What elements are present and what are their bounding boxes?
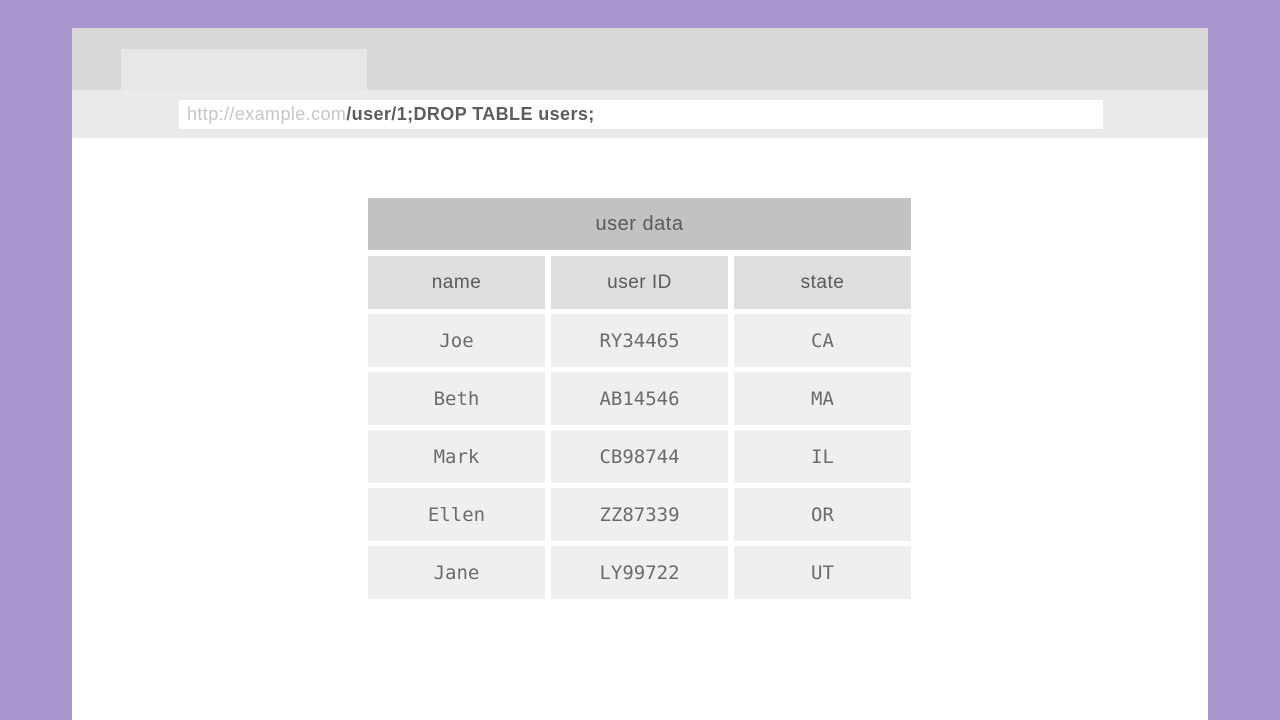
browser-header — [72, 28, 1208, 90]
user-data-table: user data name user ID state Joe RY34465… — [368, 198, 911, 599]
table-cell: IL — [734, 430, 911, 483]
table-cell: LY99722 — [551, 546, 728, 599]
table-cell: OR — [734, 488, 911, 541]
url-path: /user/1;DROP TABLE users; — [346, 104, 595, 124]
table-cell: Ellen — [368, 488, 545, 541]
table-cell: Mark — [368, 430, 545, 483]
table-cell: ZZ87339 — [551, 488, 728, 541]
table-cell: MA — [734, 372, 911, 425]
url-domain: http://example.com — [187, 104, 347, 124]
table-cell: AB14546 — [551, 372, 728, 425]
table-cell: Jane — [368, 546, 545, 599]
table-cell: RY34465 — [551, 314, 728, 367]
table-cell: UT — [734, 546, 911, 599]
column-header-state: state — [734, 256, 911, 309]
browser-tab[interactable] — [121, 49, 367, 90]
url-input[interactable]: http://example.com/user/1;DROP TABLE use… — [179, 100, 1103, 129]
page-content: user data name user ID state Joe RY34465… — [72, 138, 1208, 720]
table-title: user data — [368, 198, 911, 250]
address-bar: http://example.com/user/1;DROP TABLE use… — [72, 90, 1208, 138]
table-cell: Joe — [368, 314, 545, 367]
browser-window: http://example.com/user/1;DROP TABLE use… — [72, 28, 1208, 720]
column-header-name: name — [368, 256, 545, 309]
column-header-user-id: user ID — [551, 256, 728, 309]
table-cell: CB98744 — [551, 430, 728, 483]
table-cell: CA — [734, 314, 911, 367]
table-grid: name user ID state Joe RY34465 CA Beth A… — [368, 256, 911, 599]
table-cell: Beth — [368, 372, 545, 425]
